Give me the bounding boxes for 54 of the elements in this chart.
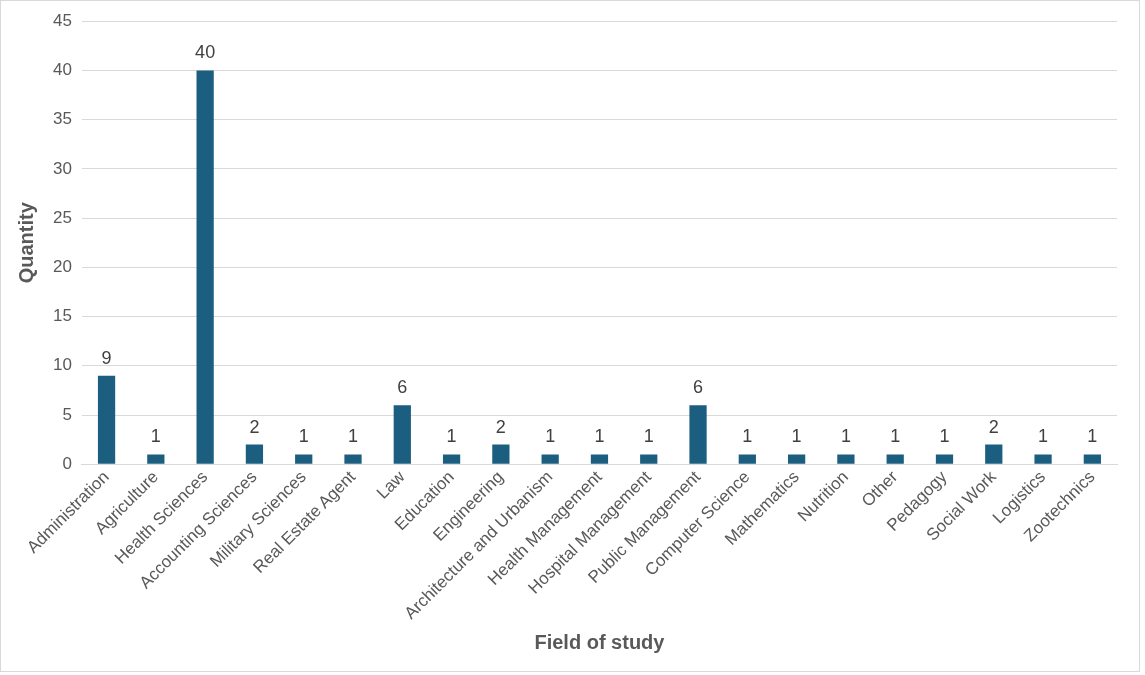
bar [886, 454, 904, 464]
data-label: 1 [791, 426, 802, 447]
data-label: 1 [890, 426, 901, 447]
data-label: 6 [693, 377, 704, 398]
bar [393, 405, 411, 464]
bar [935, 454, 954, 464]
data-label: 40 [195, 42, 216, 63]
data-label: 2 [988, 416, 999, 437]
bar [837, 454, 855, 464]
bar [196, 70, 214, 464]
y-tick-label: 35 [52, 109, 72, 129]
data-label: 1 [150, 426, 161, 447]
y-tick-label: 20 [52, 257, 72, 277]
data-label: 9 [101, 347, 112, 368]
data-label: 1 [643, 426, 654, 447]
data-label: 1 [298, 426, 309, 447]
bar [1034, 454, 1052, 464]
bar [344, 454, 362, 464]
data-label: 1 [348, 426, 359, 447]
bar [442, 454, 461, 464]
x-axis-title: Field of study [534, 630, 666, 653]
y-tick-label: 0 [62, 453, 72, 473]
bar [147, 454, 165, 464]
y-tick-label: 25 [52, 207, 72, 227]
data-label: 6 [397, 377, 408, 398]
bar [689, 405, 707, 464]
data-label: 1 [446, 426, 457, 447]
data-label: 1 [594, 426, 605, 447]
y-tick-label: 10 [52, 355, 72, 375]
bar [295, 454, 313, 464]
data-label: 1 [1087, 426, 1098, 447]
data-label: 1 [939, 426, 950, 447]
data-label: 1 [1038, 426, 1049, 447]
data-label: 2 [495, 416, 506, 437]
bar [738, 454, 756, 464]
bar [245, 444, 264, 464]
y-tick-label: 45 [52, 10, 72, 30]
bar [985, 444, 1003, 464]
data-label: 1 [545, 426, 556, 447]
bar [640, 454, 658, 464]
y-tick-label: 40 [52, 60, 72, 80]
data-label: 2 [249, 416, 260, 437]
data-label: 1 [742, 426, 753, 447]
y-tick-label: 5 [62, 404, 72, 424]
bar [492, 444, 510, 464]
bar [1083, 454, 1101, 464]
bar [590, 454, 609, 464]
y-axis-title: Quantity [14, 201, 37, 284]
bar [787, 454, 806, 464]
bar [97, 375, 116, 464]
y-tick-label: 30 [52, 158, 72, 178]
bar [541, 454, 559, 464]
y-tick-label: 15 [52, 306, 72, 326]
data-label: 1 [840, 426, 851, 447]
